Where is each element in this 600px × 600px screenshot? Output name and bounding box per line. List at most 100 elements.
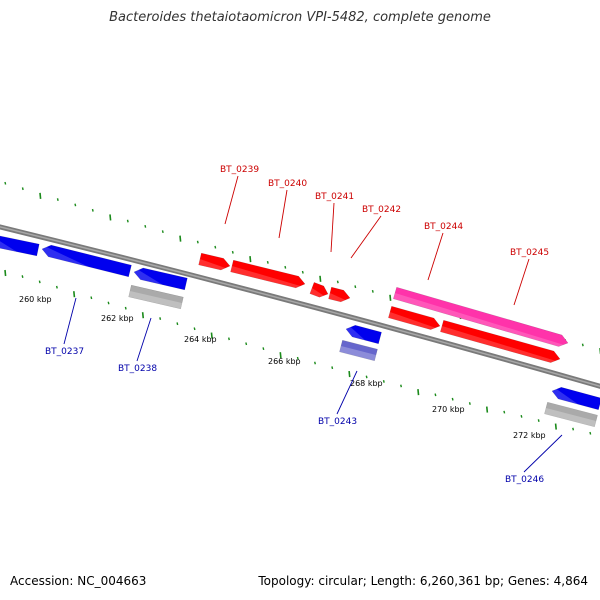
tick-mark	[124, 306, 127, 310]
tick-mark	[249, 256, 252, 263]
tick-mark	[503, 410, 506, 414]
bt-0241-gene[interactable]	[309, 282, 329, 298]
tick-mark	[245, 342, 248, 346]
tick-mark	[39, 192, 42, 199]
gene-label-layer: BT_0239 BT_0240 BT_0241 BT_0242 BT_0244 BT_02…	[45, 165, 563, 485]
gene-label[interactable]: BT_0243	[318, 417, 357, 427]
leader-line	[278, 189, 288, 239]
bt-0237-gene[interactable]	[41, 244, 132, 278]
tick-mark	[144, 224, 147, 228]
tick-mark	[331, 366, 334, 370]
tick-mark	[266, 260, 269, 264]
tick-mark	[141, 312, 145, 319]
tick-mark	[231, 250, 234, 254]
gene-label[interactable]: BT_0237	[45, 347, 84, 357]
tick-mark	[161, 230, 164, 234]
tick-mark	[382, 380, 385, 383]
leader-line	[427, 232, 444, 281]
gene-label[interactable]: BT_0244	[424, 222, 463, 232]
tick-mark	[572, 427, 575, 431]
tick-mark	[468, 402, 471, 405]
tick-mark	[90, 296, 93, 300]
tick-mark	[336, 280, 339, 284]
gene-label[interactable]: BT_0241	[315, 192, 354, 202]
inner-tick-track	[4, 269, 592, 435]
tick-mark	[451, 397, 454, 401]
accession-text: Accession: NC_004663	[10, 574, 147, 588]
tick-mark	[176, 322, 179, 326]
leader-line	[63, 297, 77, 345]
genome-backbone-highlight	[0, 226, 600, 388]
bt-0236-gene[interactable]	[0, 235, 40, 257]
tick-label: 262 kbp	[101, 314, 134, 323]
tick-mark	[193, 327, 196, 331]
tick-mark	[109, 214, 112, 221]
tick-mark	[107, 301, 110, 305]
tick-mark	[400, 384, 403, 388]
leader-line	[330, 202, 335, 253]
map-title: Bacteroides thetaiotaomicron VPI-5482, c…	[109, 10, 491, 25]
bt-0246-arrow-gene[interactable]	[551, 387, 600, 411]
tick-mark	[319, 275, 322, 282]
tick-mark	[74, 203, 77, 207]
bt-0239-gene[interactable]	[198, 252, 231, 271]
tick-mark	[73, 291, 76, 298]
tick-mark	[4, 181, 7, 185]
tick-mark	[537, 419, 540, 423]
tick-mark	[365, 375, 368, 379]
bt-0242-gene[interactable]	[328, 286, 351, 303]
leader-line	[224, 175, 239, 225]
tick-mark	[279, 352, 282, 359]
tick-mark	[354, 285, 357, 289]
tick-mark	[284, 265, 287, 269]
tick-mark	[301, 270, 304, 274]
gene-label[interactable]: BT_0245	[510, 248, 549, 258]
bt-0243-arrow-gene[interactable]	[345, 324, 382, 345]
gene-label[interactable]: BT_0242	[362, 205, 401, 215]
tick-mark	[434, 393, 437, 397]
tick-mark	[214, 245, 217, 249]
genome-stats-text: Topology: circular; Length: 6,260,361 bp…	[258, 574, 588, 588]
tick-mark	[389, 294, 392, 301]
bt-0245-gene[interactable]	[440, 319, 561, 363]
bt-0243-gene[interactable]	[339, 339, 378, 362]
tick-label: 266 kbp	[268, 357, 301, 366]
tick-mark	[296, 356, 299, 360]
bt-0246-gene[interactable]	[544, 401, 598, 428]
tick-mark	[21, 187, 24, 191]
leader-line	[336, 370, 358, 415]
tick-mark	[371, 289, 374, 293]
tick-mark	[581, 343, 584, 347]
gene-label[interactable]: BT_0239	[220, 165, 259, 175]
tick-label: 272 kbp	[513, 431, 546, 440]
tick-mark	[589, 431, 592, 435]
gene-label[interactable]: BT_0246	[505, 475, 544, 485]
tick-mark	[417, 389, 420, 396]
bt-0238-gene[interactable]	[128, 284, 184, 310]
tick-mark	[38, 280, 41, 284]
bt-0238-arrow-gene[interactable]	[133, 267, 188, 291]
tick-mark	[91, 208, 94, 212]
tick-mark	[554, 423, 557, 430]
tick-mark	[348, 370, 351, 378]
tick-label: 270 kbp	[432, 405, 465, 414]
tick-mark	[159, 317, 162, 320]
bt-0240-gene[interactable]	[230, 259, 306, 289]
tick-mark	[55, 285, 58, 289]
gene-label[interactable]: BT_0238	[118, 364, 157, 374]
tick-mark	[126, 219, 129, 223]
bt-0244-gene[interactable]	[393, 286, 569, 347]
gene-layer	[0, 235, 600, 428]
tick-label: 268 kbp	[350, 379, 383, 388]
bt-0244-part-gene[interactable]	[388, 305, 441, 330]
leader-line	[136, 317, 152, 362]
gene-label[interactable]: BT_0240	[268, 179, 307, 189]
tick-mark	[210, 332, 213, 339]
tick-mark	[196, 240, 199, 244]
tick-mark	[314, 361, 316, 365]
tick-mark	[179, 235, 182, 242]
tick-mark	[56, 198, 59, 201]
leader-line	[513, 258, 530, 306]
tick-mark	[4, 269, 7, 277]
